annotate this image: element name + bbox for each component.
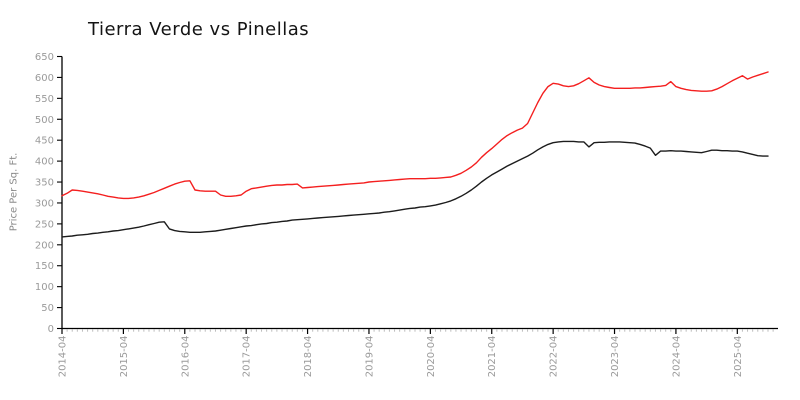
chart-title: Tierra Verde vs Pinellas [88, 19, 310, 40]
y-tick-label: 100 [35, 282, 54, 293]
x-tick-label: 2021-04 [487, 336, 498, 378]
y-tick-label: 0 [48, 324, 54, 335]
series-line-pinellas [61, 140, 769, 238]
y-tick-label: 450 [35, 136, 54, 147]
x-tick-label: 2023-04 [610, 336, 621, 378]
y-tick-label: 250 [35, 219, 54, 230]
x-tick-label: 2015-04 [119, 336, 130, 378]
y-tick-label: 200 [35, 240, 54, 251]
y-tick-label: 300 [35, 198, 54, 209]
y-tick-label: 500 [35, 115, 54, 126]
x-tick-label: 2014-04 [58, 336, 69, 378]
y-tick-label: 50 [41, 303, 54, 314]
y-tick-label: 550 [35, 94, 54, 105]
y-tick-label: 350 [35, 178, 54, 189]
y-tick-label: 650 [35, 52, 54, 63]
x-tick-label: 2017-04 [242, 336, 253, 378]
y-tick-label: 400 [35, 157, 54, 168]
x-tick-label: 2024-04 [671, 336, 682, 378]
x-tick-label: 2025-04 [733, 336, 744, 378]
y-tick-label: 150 [35, 261, 54, 272]
series-line-tierra-verde [61, 71, 769, 200]
x-tick-label: 2018-04 [303, 336, 314, 378]
x-tick-label: 2022-04 [549, 336, 560, 378]
x-tick-label: 2020-04 [426, 336, 437, 378]
y-tick-label: 600 [35, 73, 54, 84]
x-tick-label: 2019-04 [364, 336, 375, 378]
x-tick-label: 2016-04 [180, 336, 191, 378]
